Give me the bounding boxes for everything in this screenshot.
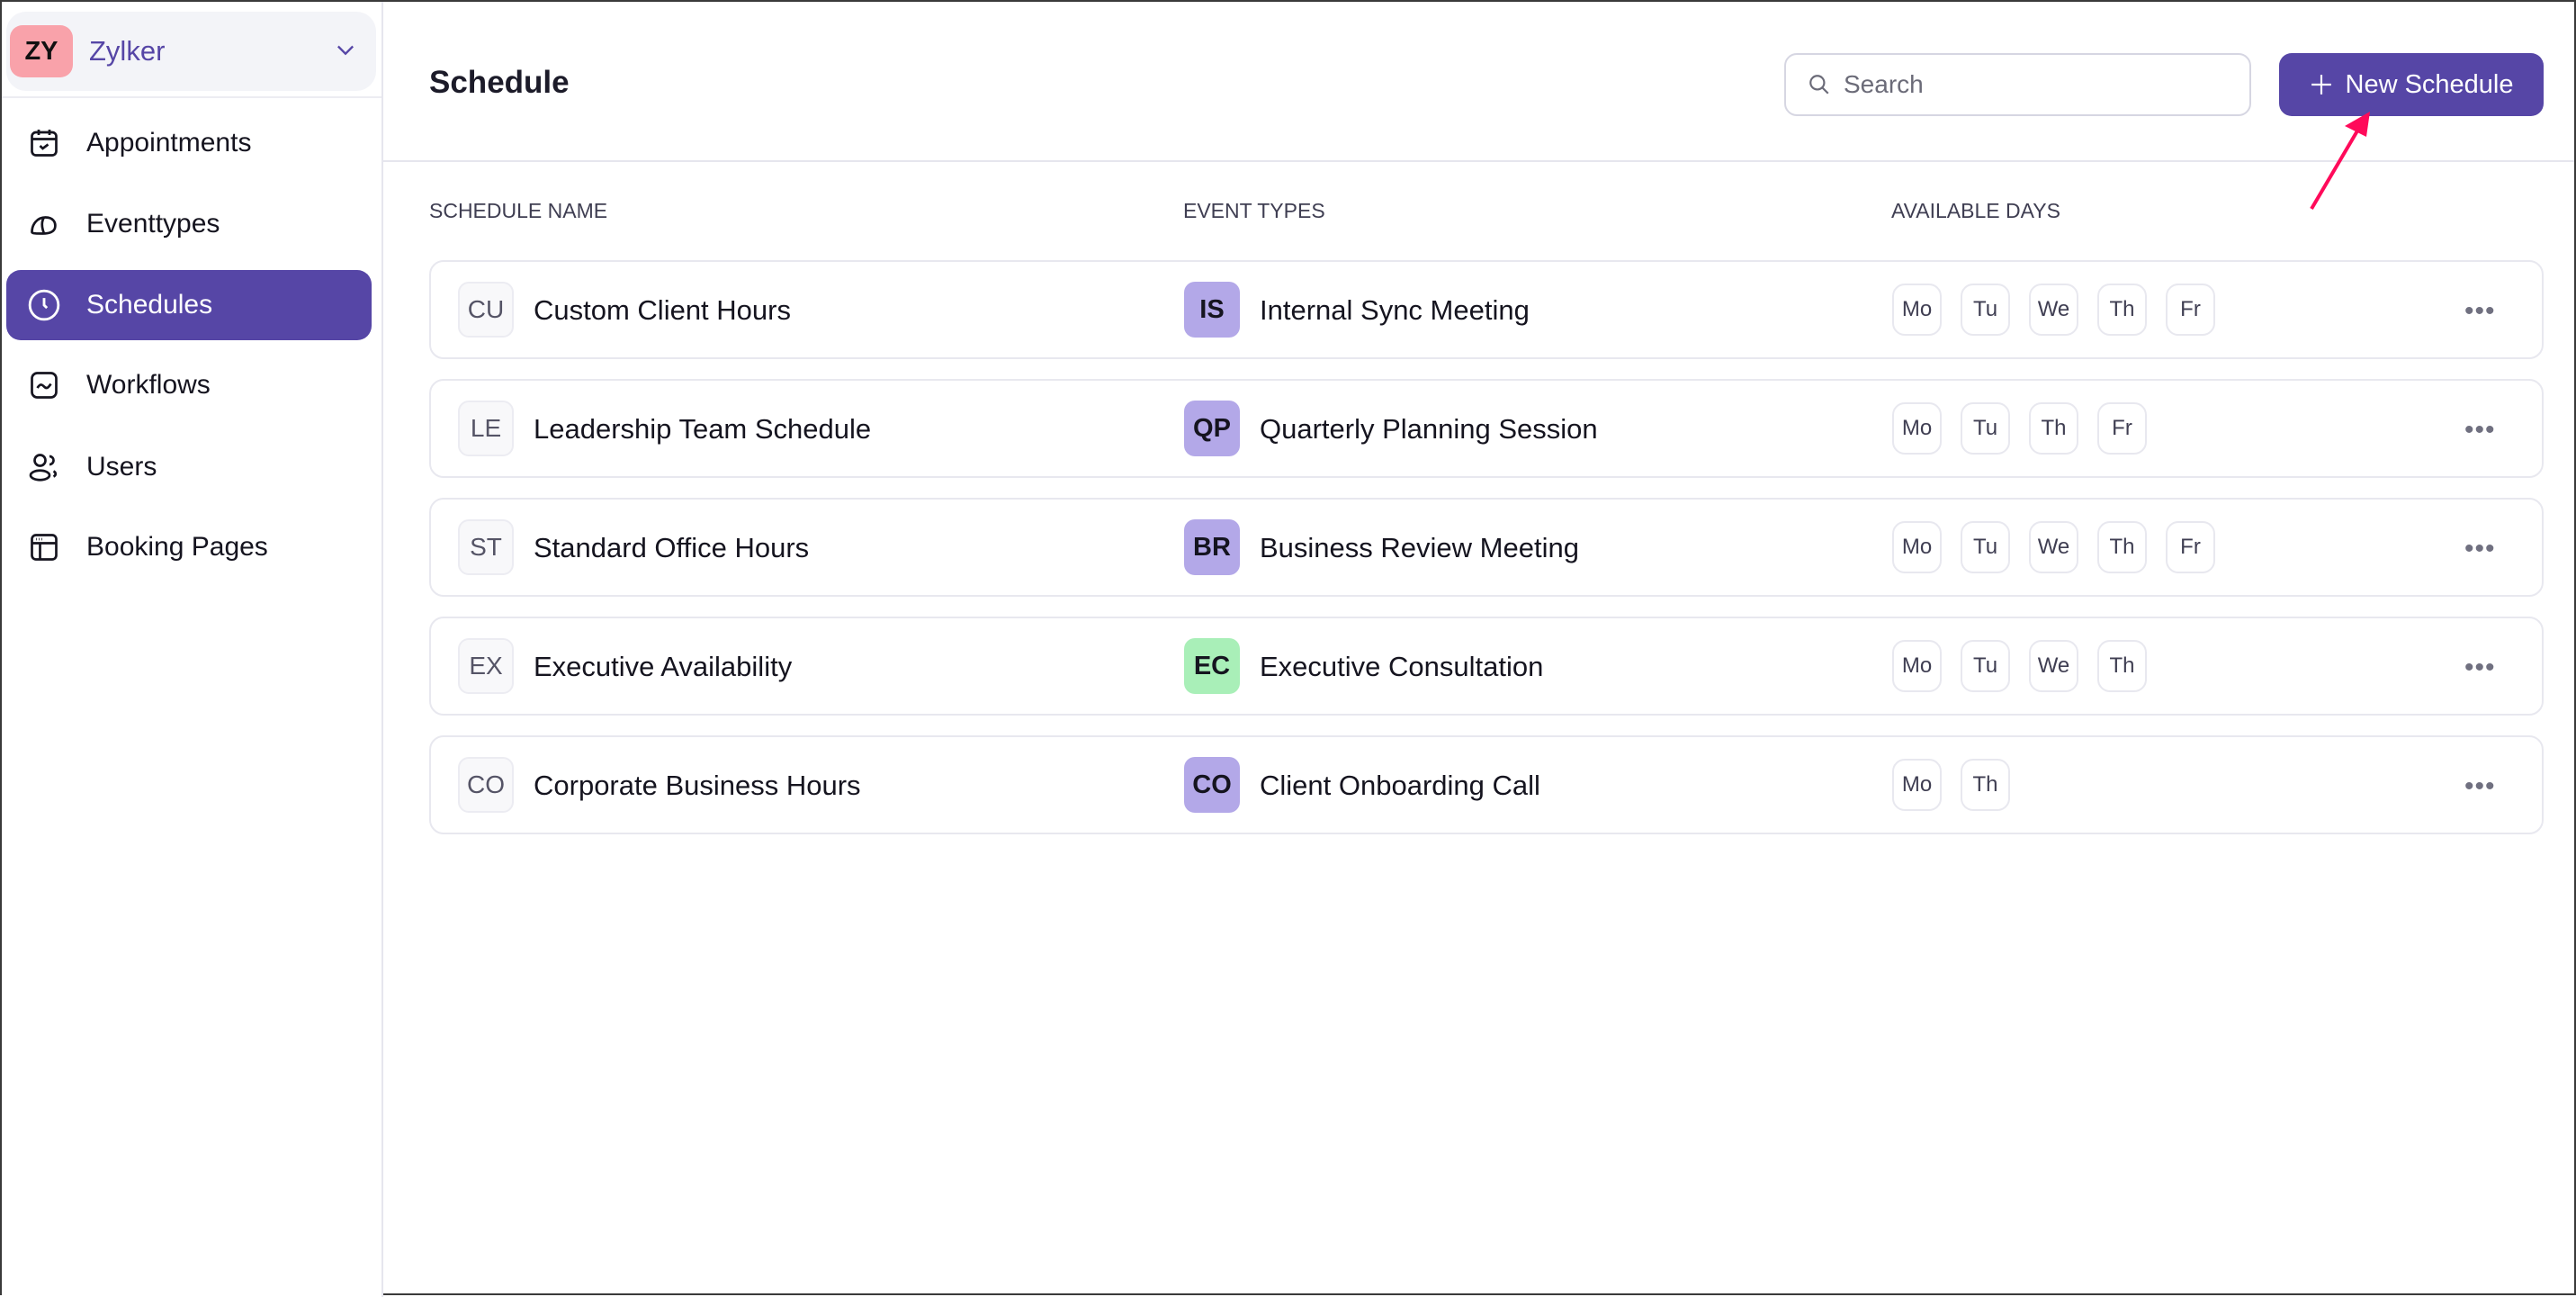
- clock-icon: [26, 287, 62, 323]
- day-chip: Tu: [1961, 284, 2010, 336]
- search-box[interactable]: [1784, 53, 2251, 116]
- event-type-avatar: BR: [1184, 519, 1240, 575]
- schedule-avatar: CU: [458, 282, 514, 338]
- more-options-icon[interactable]: •••: [2464, 296, 2496, 327]
- day-chip: We: [2029, 284, 2078, 336]
- day-chip: Th: [2097, 640, 2147, 692]
- sidebar-item-booking-pages[interactable]: Booking Pages: [6, 512, 372, 582]
- sidebar-item-label: Workflows: [86, 370, 211, 401]
- schedule-name[interactable]: Leadership Team Schedule: [534, 413, 871, 446]
- column-header-available-days: AVAILABLE DAYS: [1891, 199, 2060, 223]
- day-chip: Tu: [1961, 402, 2010, 455]
- divider: [2, 96, 381, 98]
- day-chip: Mo: [1892, 402, 1942, 455]
- available-days: Mo Tu We Th Fr: [1892, 284, 2215, 336]
- more-options-icon[interactable]: •••: [2464, 415, 2496, 446]
- sidebar-item-eventtypes[interactable]: Eventtypes: [6, 189, 372, 259]
- schedule-name[interactable]: Custom Client Hours: [534, 294, 791, 327]
- workflow-icon: [26, 367, 62, 403]
- browser-icon: [26, 529, 62, 565]
- event-type-name: Quarterly Planning Session: [1260, 413, 1598, 446]
- day-chip: Fr: [2166, 521, 2215, 573]
- sidebar-item-label: Eventtypes: [86, 209, 220, 239]
- day-chip: Mo: [1892, 640, 1942, 692]
- day-chip: Mo: [1892, 284, 1942, 336]
- table-row[interactable]: EX Executive Availability EC Executive C…: [429, 617, 2544, 716]
- day-chip: We: [2029, 640, 2078, 692]
- sidebar-item-workflows[interactable]: Workflows: [6, 350, 372, 420]
- page-title: Schedule: [429, 65, 570, 101]
- search-icon: [1808, 73, 1831, 96]
- more-options-icon[interactable]: •••: [2464, 653, 2496, 683]
- day-chip: Mo: [1892, 521, 1942, 573]
- plus-icon: [2310, 73, 2333, 96]
- table-row[interactable]: LE Leadership Team Schedule QP Quarterly…: [429, 379, 2544, 478]
- event-type-name: Client Onboarding Call: [1260, 770, 1540, 802]
- day-chip: Th: [2097, 521, 2147, 573]
- page-header: Schedule New Schedule: [383, 2, 2574, 162]
- table-row[interactable]: CU Custom Client Hours IS Internal Sync …: [429, 260, 2544, 359]
- search-input[interactable]: [1844, 70, 2204, 99]
- org-avatar: ZY: [10, 25, 73, 77]
- sidebar-item-schedules[interactable]: Schedules: [6, 270, 372, 340]
- more-options-icon[interactable]: •••: [2464, 534, 2496, 564]
- column-header-event-types: EVENT TYPES: [1183, 199, 1325, 223]
- schedule-avatar: LE: [458, 401, 514, 456]
- day-chip: Th: [1961, 759, 2010, 811]
- new-schedule-button[interactable]: New Schedule: [2279, 53, 2544, 116]
- org-switcher[interactable]: ZY Zylker: [6, 12, 376, 91]
- available-days: Mo Tu Th Fr: [1892, 402, 2147, 455]
- event-type-name: Executive Consultation: [1260, 651, 1543, 683]
- more-options-icon[interactable]: •••: [2464, 771, 2496, 802]
- day-chip: Fr: [2166, 284, 2215, 336]
- cap-icon: [26, 206, 62, 242]
- schedule-name[interactable]: Corporate Business Hours: [534, 770, 861, 802]
- schedule-avatar: EX: [458, 638, 514, 694]
- schedule-name[interactable]: Standard Office Hours: [534, 532, 809, 564]
- sidebar-item-label: Appointments: [86, 128, 251, 158]
- sidebar-item-label: Schedules: [86, 290, 212, 320]
- chevron-down-icon: [333, 37, 358, 62]
- event-type-avatar: CO: [1184, 757, 1240, 813]
- calendar-check-icon: [26, 125, 62, 161]
- day-chip: Fr: [2097, 402, 2147, 455]
- sidebar-item-label: Users: [86, 452, 157, 482]
- available-days: Mo Tu We Th: [1892, 640, 2147, 692]
- sidebar-item-label: Booking Pages: [86, 532, 268, 563]
- day-chip: Th: [2097, 284, 2147, 336]
- day-chip: Tu: [1961, 640, 2010, 692]
- new-schedule-label: New Schedule: [2346, 70, 2514, 100]
- table-row[interactable]: CO Corporate Business Hours CO Client On…: [429, 735, 2544, 834]
- day-chip: We: [2029, 521, 2078, 573]
- event-type-avatar: EC: [1184, 638, 1240, 694]
- sidebar: ZY Zylker Appointments Eventtypes Schedu…: [2, 2, 383, 1297]
- sidebar-item-appointments[interactable]: Appointments: [6, 108, 372, 178]
- event-type-avatar: IS: [1184, 282, 1240, 338]
- users-icon: [26, 449, 62, 485]
- org-name: Zylker: [89, 35, 165, 68]
- available-days: Mo Tu We Th Fr: [1892, 521, 2215, 573]
- event-type-avatar: QP: [1184, 401, 1240, 456]
- available-days: Mo Th: [1892, 759, 2010, 811]
- schedule-avatar: ST: [458, 519, 514, 575]
- day-chip: Mo: [1892, 759, 1942, 811]
- table-row[interactable]: ST Standard Office Hours BR Business Rev…: [429, 498, 2544, 597]
- event-type-name: Business Review Meeting: [1260, 532, 1579, 564]
- day-chip: Th: [2029, 402, 2078, 455]
- sidebar-item-users[interactable]: Users: [6, 432, 372, 502]
- event-type-name: Internal Sync Meeting: [1260, 294, 1530, 327]
- schedule-avatar: CO: [458, 757, 514, 813]
- column-header-schedule-name: SCHEDULE NAME: [429, 199, 607, 223]
- day-chip: Tu: [1961, 521, 2010, 573]
- schedule-name[interactable]: Executive Availability: [534, 651, 792, 683]
